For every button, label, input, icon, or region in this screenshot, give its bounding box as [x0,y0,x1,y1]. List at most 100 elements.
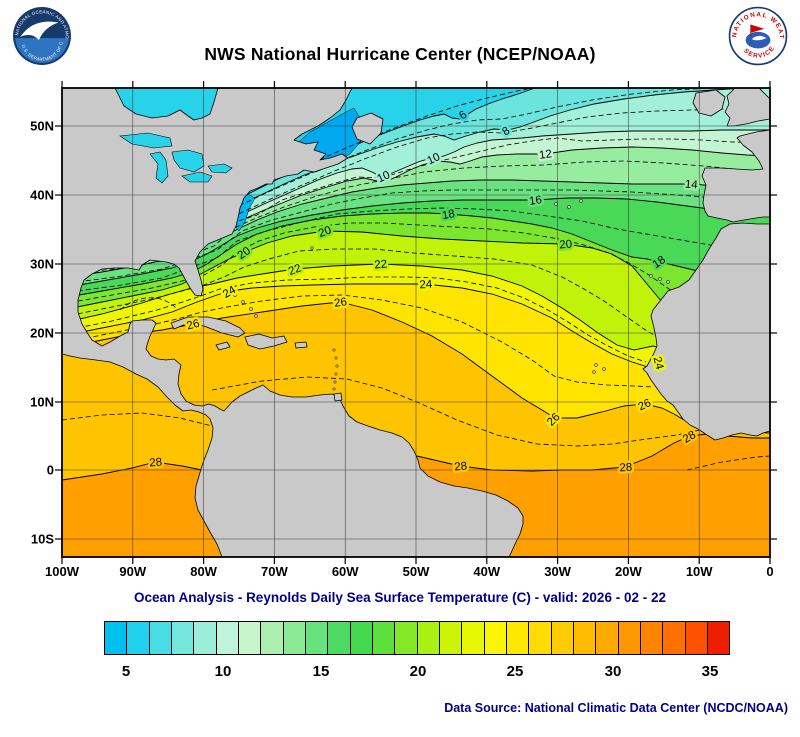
nws-warning-flag-icon [750,24,765,33]
ireland-landmass [692,89,726,117]
noaa-bird-icon [20,21,59,41]
island-dot [579,199,583,203]
contour-label: 22 [374,258,388,271]
island-dot [554,202,558,206]
colorbar-cell [484,622,507,654]
page-title: NWS National Hurricane Center (NCEP/NOAA… [204,44,596,64]
colorbar-tick-label: 20 [409,663,427,680]
colorbar-swatches [104,621,730,655]
colorbar-cell [105,622,128,654]
colorbar-cell [194,622,217,654]
americas-landmass [62,88,524,557]
colorbar-tick-label: 30 [604,663,622,680]
contour-dashed [62,222,770,342]
graticule [62,88,770,557]
island-dot [602,367,606,371]
contour-label: 12 [538,148,552,162]
contour-dashed [211,376,701,447]
africa-landmass [642,222,770,441]
land [62,88,770,557]
lat-axis-label: 50N [30,119,54,134]
colorbar-cell [127,622,150,654]
island-dot [658,277,662,281]
colorbar-cell [707,622,730,654]
lon-axis-label: 80W [190,564,217,579]
island-dot [649,274,653,278]
colorbar-cell [305,622,329,654]
lon-axis-label: 40W [473,564,500,579]
colorbar-tick-label: 10 [214,663,232,680]
colorbar-cell [283,622,306,654]
lat-axis-label: 10S [31,532,54,547]
colorbar-cell [439,622,463,654]
lake-michigan [149,151,169,184]
contour-label: 18 [441,208,456,222]
colorbar-cell [462,622,485,654]
lon-axis-label: 20W [615,564,642,579]
colorbar-cell [238,622,262,654]
colorbar-cell [529,622,552,654]
island-dot [334,372,338,376]
lat-axis-label: 30N [30,257,54,272]
europe-iberia-france [701,129,770,223]
colorbar-cell [417,622,440,654]
lon-axis-label: 90W [119,564,146,579]
lon-axis-label: 0 [766,564,773,579]
contour-dashed [62,276,647,363]
contour-dashed [62,207,770,294]
contour-dashed [62,248,665,342]
island-dot [254,314,258,318]
hispaniola-island [244,333,288,350]
contour-dashed [686,455,770,471]
colorbar-cell [216,622,239,654]
colorbar-cell [350,622,373,654]
colorbar: 5 10 15 20 25 30 35 [104,621,730,685]
colorbar-cell [261,622,284,654]
colorbar-tick-label: 5 [121,663,131,680]
lake-huron [171,149,205,173]
island-dot [249,307,253,311]
trinidad-island [333,392,343,402]
colorbar-cell [573,622,597,654]
noaa-logo: NATIONAL OCEANIC AND ATMOSPHERIC ADMINIS… [12,6,71,65]
island-dots [226,199,670,391]
colorbar-tick-label: 25 [506,663,524,680]
lat-axis-label: 0 [47,463,54,478]
britain-landmass [724,88,770,127]
island-dot [335,364,339,368]
data-source-note: Data Source: National Climatic Data Cent… [444,701,788,715]
colorbar-cell [640,622,664,654]
lake-ontario [207,163,233,174]
contour-label: 28 [149,456,163,469]
axis-labels: 50N 40N 30N 20N 10N 0 10S 100W 90W 80W 7… [30,119,773,580]
colorbar-tick-label: 35 [701,663,719,680]
colorbar-cell [372,622,396,654]
lon-axis-label: 50W [403,564,430,579]
island-dot [310,246,314,250]
colorbar-cell [506,622,530,654]
subtitle: Ocean Analysis - Reynolds Daily Sea Surf… [134,590,666,605]
contour-dashed [119,297,177,311]
colorbar-cell [328,622,351,654]
island-dot [567,205,571,209]
lake-erie [181,171,213,183]
newfoundland-island [351,112,384,145]
lon-axis-label: 100W [45,564,80,579]
contour-dashed [62,294,655,388]
lat-axis-label: 40N [30,188,54,203]
contour-dashed [62,189,770,285]
lon-axis-label: 30W [544,564,571,579]
contour-label: 28 [454,460,468,473]
island-dot [233,293,237,297]
contour-label: 20 [559,238,573,251]
map-clip-group: 6 8 10 10 12 14 16 18 18 20 20 20 22 22 … [62,88,770,557]
map-plot: 6 8 10 10 12 14 16 18 18 20 20 20 22 22 … [55,81,777,564]
nws-swoosh-icon [751,35,767,41]
contour-label: 16 [528,194,542,208]
colorbar-tick-label: 15 [312,663,330,680]
island-dot [226,287,230,291]
island-dot [241,300,245,304]
contour-label: 14 [684,178,698,191]
jamaica-island [215,341,231,351]
colorbar-cell [171,622,195,654]
